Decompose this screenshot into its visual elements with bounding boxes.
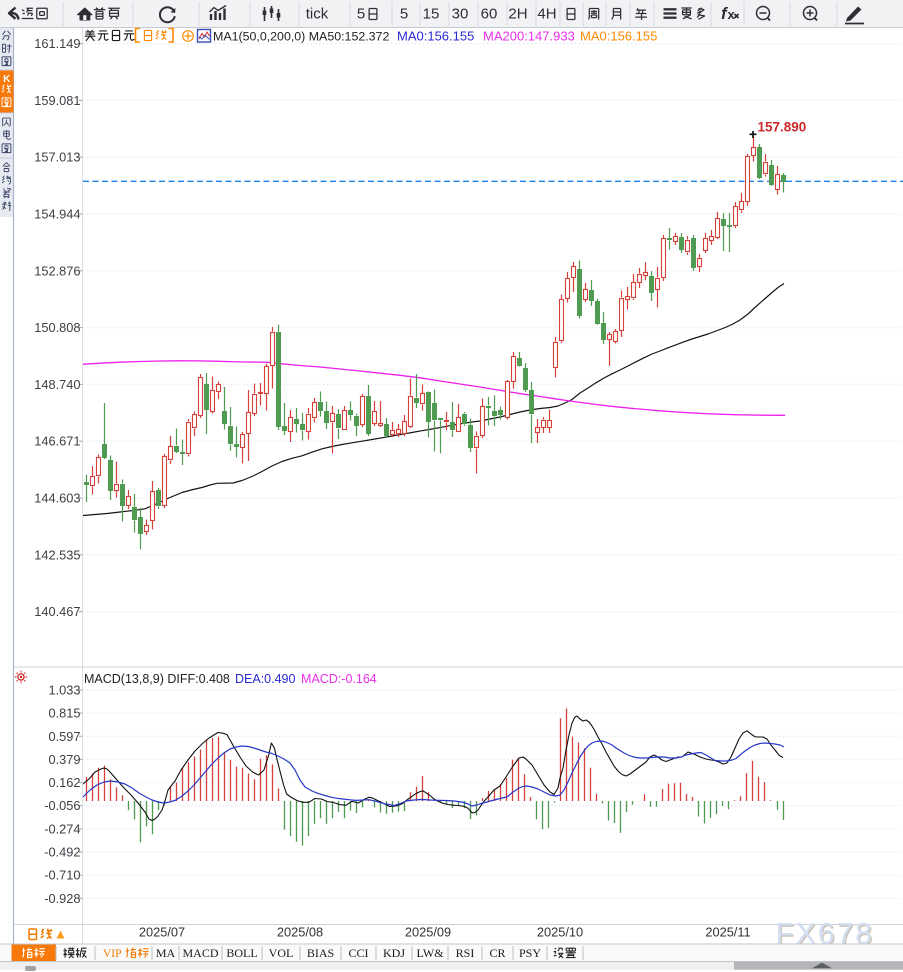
svg-text:2025/11: 2025/11 bbox=[705, 925, 750, 940]
svg-text:144.603: 144.603 bbox=[34, 491, 80, 506]
svg-text:142.535: 142.535 bbox=[34, 547, 80, 562]
svg-text:MA1(50,0,200,0) MA50:152.372: MA1(50,0,200,0) MA50:152.372 bbox=[213, 30, 389, 44]
svg-text:MA0:156.155: MA0:156.155 bbox=[580, 29, 657, 44]
svg-text:161.149: 161.149 bbox=[34, 36, 80, 51]
svg-text:0.815: 0.815 bbox=[48, 706, 80, 721]
svg-text:-0.710: -0.710 bbox=[44, 868, 80, 883]
svg-text:BIAS: BIAS bbox=[307, 946, 334, 960]
svg-text:-0.928: -0.928 bbox=[44, 891, 80, 906]
svg-text:CR: CR bbox=[489, 946, 505, 960]
svg-text:MACD: MACD bbox=[182, 946, 218, 960]
svg-text:146.671: 146.671 bbox=[34, 434, 80, 449]
svg-text:DEA:0.490: DEA:0.490 bbox=[235, 672, 296, 686]
svg-text:148.740: 148.740 bbox=[34, 377, 80, 392]
svg-text:0.379: 0.379 bbox=[48, 752, 80, 767]
svg-text:RSI: RSI bbox=[456, 946, 475, 960]
svg-text:2H: 2H bbox=[508, 6, 527, 23]
svg-text:x: x bbox=[728, 7, 736, 22]
svg-text:157.890: 157.890 bbox=[758, 120, 807, 135]
svg-text:2025/07: 2025/07 bbox=[139, 925, 185, 940]
svg-text:5: 5 bbox=[400, 6, 408, 23]
svg-text:BOLL: BOLL bbox=[226, 946, 257, 960]
svg-text:2025/08: 2025/08 bbox=[277, 925, 323, 940]
svg-text:157.013: 157.013 bbox=[34, 150, 80, 165]
svg-text:-0.492: -0.492 bbox=[44, 845, 80, 860]
svg-text:140.467: 140.467 bbox=[34, 604, 80, 619]
svg-text:152.876: 152.876 bbox=[34, 263, 80, 278]
svg-text:PSY: PSY bbox=[519, 946, 541, 960]
svg-text:MACD:-0.164: MACD:-0.164 bbox=[301, 672, 377, 686]
svg-text:MA0:156.155: MA0:156.155 bbox=[397, 29, 474, 44]
svg-text:MACD(13,8,9) DIFF:0.408: MACD(13,8,9) DIFF:0.408 bbox=[84, 672, 230, 686]
svg-text:2025/10: 2025/10 bbox=[537, 925, 583, 940]
svg-text:-0.274: -0.274 bbox=[44, 821, 80, 836]
svg-text:CCI: CCI bbox=[348, 946, 368, 960]
svg-text:KDJ: KDJ bbox=[383, 946, 405, 960]
svg-text:MA200:147.933: MA200:147.933 bbox=[483, 29, 575, 44]
svg-text:60: 60 bbox=[481, 6, 498, 23]
svg-text:2025/09: 2025/09 bbox=[405, 925, 451, 940]
svg-text:MA: MA bbox=[156, 946, 176, 960]
svg-text:K: K bbox=[3, 74, 11, 85]
svg-text:0.162: 0.162 bbox=[48, 775, 80, 790]
svg-text:5: 5 bbox=[357, 6, 365, 23]
svg-text:VOL: VOL bbox=[269, 946, 294, 960]
svg-text:LW&: LW& bbox=[416, 946, 444, 960]
svg-text:VIP: VIP bbox=[103, 948, 122, 960]
svg-text:159.081: 159.081 bbox=[34, 93, 80, 108]
svg-text:f: f bbox=[721, 4, 729, 23]
svg-text:150.808: 150.808 bbox=[34, 320, 80, 335]
svg-text:1.033: 1.033 bbox=[48, 683, 80, 698]
svg-text:tick: tick bbox=[306, 6, 329, 23]
svg-text:30: 30 bbox=[452, 6, 469, 23]
svg-text:154.944: 154.944 bbox=[34, 207, 80, 222]
svg-text:4H: 4H bbox=[537, 6, 556, 23]
svg-text:-0.056: -0.056 bbox=[44, 798, 80, 813]
svg-text:15: 15 bbox=[423, 6, 440, 23]
svg-text:0.597: 0.597 bbox=[48, 729, 80, 744]
